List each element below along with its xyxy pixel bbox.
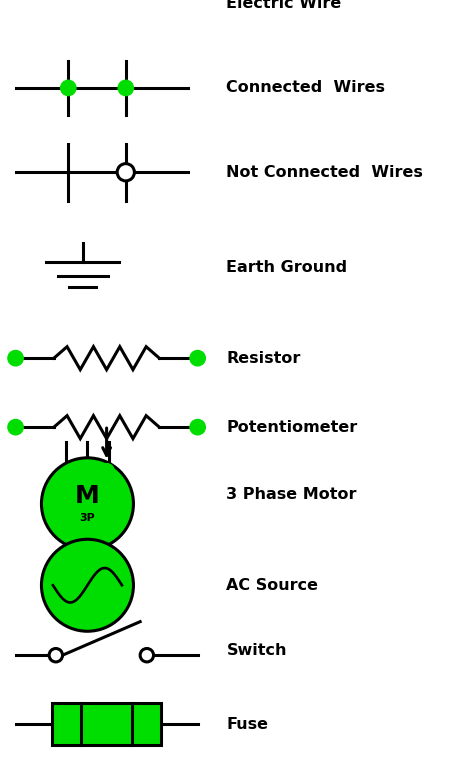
Circle shape [118, 80, 134, 95]
Text: Not Connected  Wires: Not Connected Wires [227, 165, 423, 180]
Text: 3P: 3P [80, 513, 95, 523]
Text: Earth Ground: Earth Ground [227, 260, 347, 274]
Circle shape [61, 80, 76, 95]
Circle shape [49, 648, 63, 662]
Text: AC Source: AC Source [227, 578, 319, 593]
Text: Electric Wire: Electric Wire [227, 0, 342, 11]
Text: Resistor: Resistor [227, 351, 301, 366]
Circle shape [190, 420, 205, 435]
Circle shape [41, 458, 134, 550]
Text: 3 Phase Motor: 3 Phase Motor [227, 487, 357, 501]
Text: Switch: Switch [227, 643, 287, 658]
Circle shape [99, 463, 114, 479]
Text: M: M [75, 484, 100, 508]
Circle shape [140, 648, 154, 662]
Circle shape [117, 164, 135, 181]
Circle shape [41, 539, 134, 631]
Circle shape [8, 351, 23, 366]
Text: Potentiometer: Potentiometer [227, 420, 358, 434]
FancyBboxPatch shape [52, 703, 161, 745]
Text: Fuse: Fuse [227, 717, 268, 732]
Circle shape [190, 351, 205, 366]
Circle shape [8, 420, 23, 435]
Text: Connected  Wires: Connected Wires [227, 81, 385, 95]
